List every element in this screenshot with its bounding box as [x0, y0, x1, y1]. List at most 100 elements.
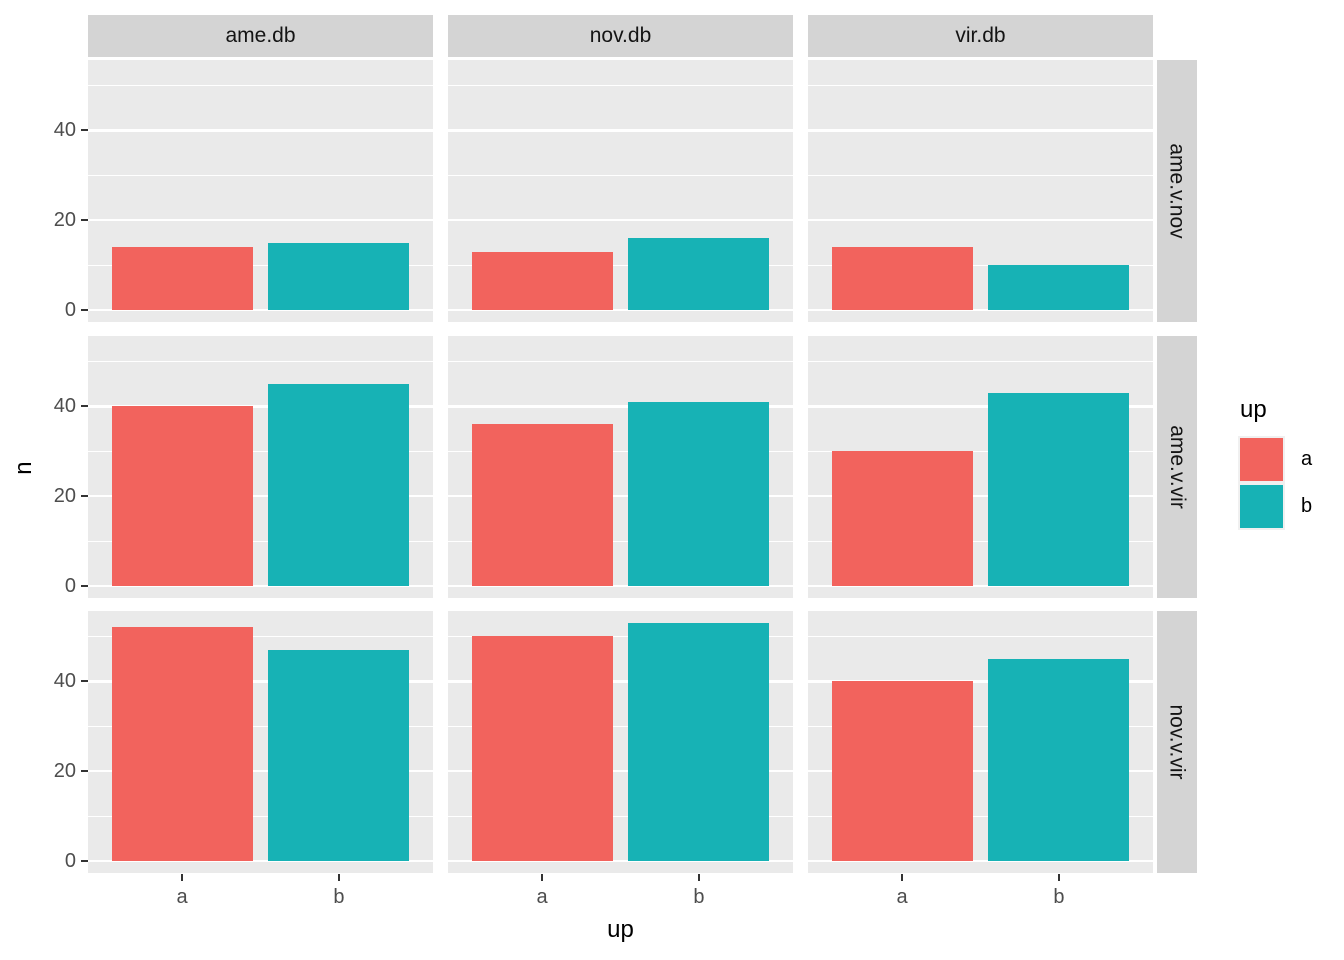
gridline-major: [88, 495, 433, 498]
bar-a: [111, 627, 253, 862]
gridline-major: [88, 308, 433, 312]
bar-a: [831, 681, 973, 862]
gridline-major: [88, 129, 433, 132]
y-tick-label: 20: [53, 760, 76, 783]
gridline-major: [808, 405, 1153, 408]
gridline-major: [448, 770, 793, 773]
panel-ame-v-nov-vir-db: [808, 60, 1153, 322]
gridline-major: [808, 129, 1153, 132]
gridline-major: [448, 405, 793, 408]
legend-item-b: b: [1240, 485, 1312, 528]
legend-swatch-a: [1240, 438, 1283, 481]
gridline-minor: [88, 725, 433, 727]
gridline-major: [448, 859, 793, 863]
bar-a: [831, 451, 973, 587]
panel-nov-v-vir-nov-db: [448, 611, 793, 873]
gridline-major: [88, 584, 433, 588]
y-tick-label: 20: [53, 209, 76, 232]
bar-b: [268, 383, 410, 587]
bar-b: [628, 238, 770, 311]
facet-col-strip-nov-db: nov.db: [448, 15, 793, 57]
panel-ame-v-vir-vir-db: [808, 336, 1153, 598]
gridline-minor: [88, 360, 433, 362]
gridline-minor: [808, 360, 1153, 362]
facet-row-label: ame.v.nov: [1166, 143, 1190, 239]
bar-b: [988, 265, 1130, 311]
bar-b: [628, 401, 770, 587]
gridline-minor: [808, 635, 1153, 637]
gridline-major: [808, 219, 1153, 222]
y-tick-mark: [81, 770, 88, 773]
x-tick-mark: [541, 874, 544, 881]
facet-row-strip-ame-v-nov: ame.v.nov: [1157, 60, 1197, 322]
y-tick-label: 40: [53, 119, 76, 142]
gridline-minor: [808, 815, 1153, 817]
y-tick-mark: [81, 219, 88, 222]
gridline-major: [88, 219, 433, 222]
bar-b: [988, 392, 1130, 587]
legend-label-a: a: [1301, 448, 1313, 470]
gridline-minor: [448, 264, 793, 266]
panel-ame-v-nov-nov-db: [448, 60, 793, 322]
facet-row-strip-ame-v-vir: ame.v.vir: [1157, 336, 1197, 598]
bar-a: [111, 247, 253, 311]
gridline-minor: [808, 450, 1153, 452]
y-tick-mark: [81, 129, 88, 132]
gridline-major: [448, 584, 793, 588]
panel-nov-v-vir-ame-db: [88, 611, 433, 873]
gridline-minor: [808, 174, 1153, 176]
bar-b: [268, 242, 410, 311]
gridline-major: [808, 584, 1153, 588]
x-tick-mark: [901, 874, 904, 881]
gridline-minor: [448, 540, 793, 542]
x-tick-label: b: [693, 886, 705, 908]
x-axis-title: up: [607, 916, 634, 943]
gridline-minor: [88, 84, 433, 86]
y-tick-label: 0: [64, 299, 76, 322]
panel-ame-v-vir-ame-db: [88, 336, 433, 598]
y-tick-label: 0: [64, 850, 76, 873]
y-tick-label: 20: [53, 485, 76, 508]
bar-a: [831, 247, 973, 311]
gridline-minor: [448, 815, 793, 817]
gridline-major: [88, 680, 433, 683]
bar-a: [471, 424, 613, 587]
bar-b: [988, 658, 1130, 862]
gridline-minor: [808, 540, 1153, 542]
gridline-minor: [88, 174, 433, 176]
y-tick-label: 0: [64, 575, 76, 598]
facet-row-label: ame.v.vir: [1166, 425, 1189, 509]
y-axis-title: n: [10, 461, 37, 475]
x-tick-mark: [697, 874, 700, 881]
legend: up a b: [1240, 396, 1312, 532]
gridline-major: [448, 308, 793, 312]
gridline-major: [808, 495, 1153, 498]
gridline-minor: [808, 264, 1153, 266]
gridline-major: [88, 405, 433, 408]
legend-label-b: b: [1301, 495, 1313, 517]
panel-nov-v-vir-vir-db: [808, 611, 1153, 873]
x-tick-label: a: [896, 886, 908, 908]
facet-col-label: ame.db: [225, 24, 296, 47]
x-tick-label: a: [176, 886, 188, 908]
gridline-major: [448, 495, 793, 498]
gridline-major: [88, 770, 433, 773]
facet-row-strip-nov-v-vir: nov.v.vir: [1157, 611, 1197, 873]
gridline-minor: [448, 635, 793, 637]
x-tick-label: b: [1053, 886, 1065, 908]
gridline-minor: [808, 84, 1153, 86]
facet-col-label: vir.db: [955, 24, 1006, 47]
gridline-minor: [88, 635, 433, 637]
legend-swatch-b: [1240, 485, 1283, 528]
x-tick-label: b: [333, 886, 345, 908]
gridline-minor: [448, 174, 793, 176]
facet-col-strip-vir-db: vir.db: [808, 15, 1153, 57]
facet-col-label: nov.db: [589, 24, 652, 47]
gridline-minor: [88, 815, 433, 817]
bar-a: [111, 406, 253, 587]
gridline-minor: [88, 450, 433, 452]
gridline-minor: [88, 264, 433, 266]
gridline-major: [88, 859, 433, 863]
bar-a: [471, 251, 613, 311]
